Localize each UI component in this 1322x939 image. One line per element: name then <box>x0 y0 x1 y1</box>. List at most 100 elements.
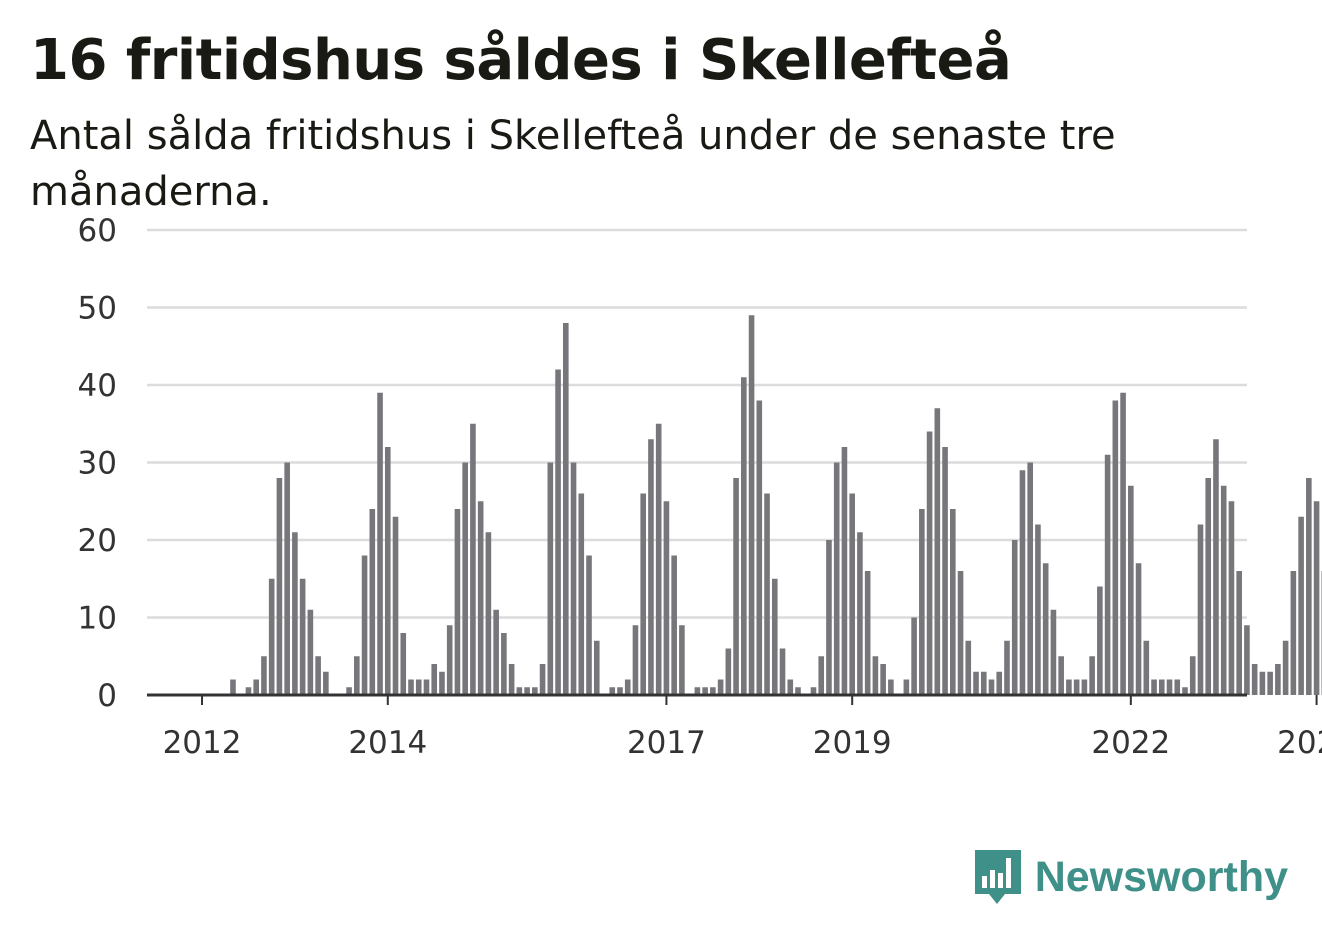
bar <box>493 609 499 695</box>
bar <box>315 656 321 695</box>
bar <box>276 478 283 695</box>
bar <box>570 462 577 695</box>
bar <box>1298 516 1304 695</box>
bar <box>957 571 964 695</box>
bar <box>524 687 530 695</box>
bar <box>563 323 569 695</box>
bar <box>1058 656 1064 695</box>
bar <box>1073 679 1080 695</box>
bar <box>477 501 484 695</box>
bar <box>408 679 414 695</box>
bar <box>392 516 399 695</box>
x-tick-label: 2012 <box>163 725 242 761</box>
bar <box>849 493 855 695</box>
x-tick-label: 2017 <box>627 725 706 761</box>
bar <box>710 687 716 695</box>
bar <box>230 679 236 695</box>
bar <box>795 687 801 695</box>
bar <box>1197 524 1204 695</box>
bar <box>980 671 987 695</box>
bar <box>1004 640 1010 695</box>
bar <box>578 493 585 695</box>
bar <box>261 656 267 695</box>
bar <box>648 439 654 695</box>
bar <box>369 509 376 695</box>
bar <box>640 493 646 695</box>
x-tick-label: 2024 <box>1277 725 1322 761</box>
bar <box>748 315 755 695</box>
bar <box>1166 679 1173 695</box>
bar <box>516 687 523 695</box>
bar <box>1275 664 1281 695</box>
bar <box>586 555 592 695</box>
grid-lines <box>147 228 1247 619</box>
y-tick-label: 30 <box>78 446 117 482</box>
bar <box>1066 679 1072 695</box>
bar <box>1213 439 1219 695</box>
bar <box>253 679 259 695</box>
y-tick-label: 10 <box>78 601 117 637</box>
y-tick-label: 60 <box>78 213 117 249</box>
bar <box>934 408 941 695</box>
bar <box>1035 524 1041 695</box>
bar <box>1135 563 1142 695</box>
bar <box>532 687 538 695</box>
bar <box>663 501 670 695</box>
bar <box>1143 640 1150 695</box>
y-tick-label: 0 <box>97 678 117 714</box>
bar <box>1089 656 1095 695</box>
bar <box>787 679 794 695</box>
chart-subtitle: Antal sålda fritidshus i Skellefteå unde… <box>30 113 1116 215</box>
brand-name: Newsworthy <box>1034 852 1288 901</box>
bar <box>462 462 468 695</box>
bar <box>1244 625 1250 695</box>
bar <box>1027 462 1033 695</box>
bar <box>1042 563 1049 695</box>
bar <box>624 679 631 695</box>
bar <box>1120 392 1126 695</box>
y-tick-label: 40 <box>78 368 117 404</box>
bar <box>1313 501 1320 695</box>
bars <box>230 315 1322 695</box>
bar <box>779 648 786 695</box>
bar <box>1306 478 1312 695</box>
bar <box>965 640 972 695</box>
bar <box>1050 609 1057 695</box>
bar <box>857 532 863 695</box>
bar <box>1282 640 1289 695</box>
bar <box>539 664 546 695</box>
bar <box>323 671 329 695</box>
bar <box>354 656 360 695</box>
y-tick-label: 50 <box>78 291 117 327</box>
bar <box>439 671 445 695</box>
bar <box>485 532 492 695</box>
bar <box>446 625 453 695</box>
bar <box>942 447 948 695</box>
bar <box>911 617 917 695</box>
bar <box>725 648 732 695</box>
bar <box>679 625 685 695</box>
bar <box>284 462 290 695</box>
bar <box>864 571 871 695</box>
bar <box>632 625 639 695</box>
bar <box>1189 656 1196 695</box>
bar <box>880 664 886 695</box>
bar <box>903 679 910 695</box>
bar <box>617 687 623 695</box>
bar <box>1011 540 1018 695</box>
bar <box>872 656 879 695</box>
newsworthy-logo-icon <box>974 850 1021 904</box>
bar <box>818 656 825 695</box>
y-axis-ticks: 0 10 20 30 40 50 60 <box>78 213 117 714</box>
bar <box>1174 679 1181 695</box>
bar <box>741 377 747 695</box>
bar <box>1019 470 1026 695</box>
bar-chart: 0 10 20 30 40 50 60 2012 2014 2017 2019 2022 2024 1… <box>78 213 1322 761</box>
bar <box>470 423 476 695</box>
bar <box>415 679 422 695</box>
bar <box>1158 679 1165 695</box>
bar <box>810 687 817 695</box>
x-tick-label: 2022 <box>1091 725 1170 761</box>
bar <box>756 400 763 695</box>
bar <box>501 633 507 695</box>
